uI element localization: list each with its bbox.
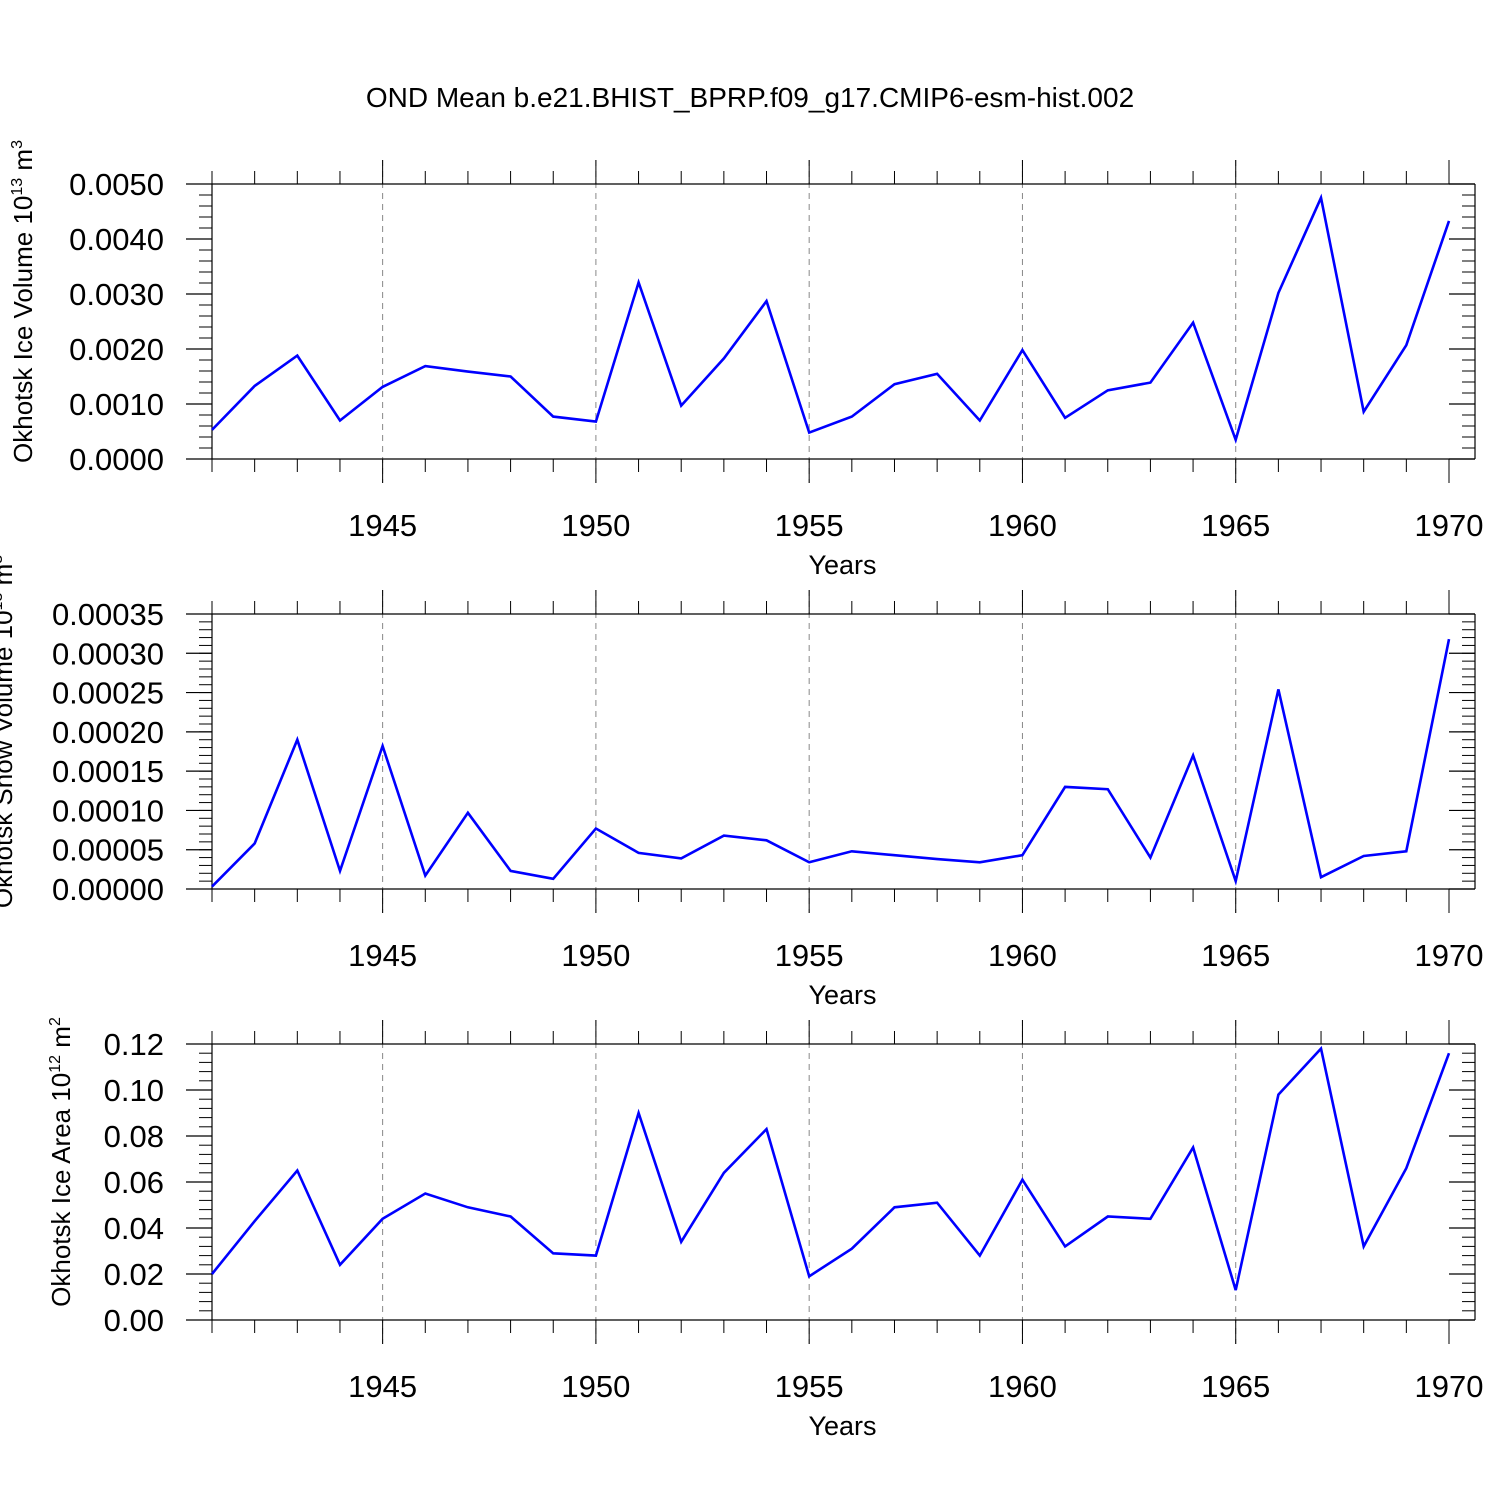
x-tick-label: 1950 [561,1369,630,1404]
y-axis-label-unit-exponent: 3 [0,555,6,564]
y-axis-label-unit-exponent: 3 [9,140,26,149]
x-tick-label: 1970 [1415,508,1484,543]
x-tick-label: 1960 [988,938,1057,973]
series-line [212,639,1449,887]
x-tick-label: 1955 [775,1369,844,1404]
x-axis-label: Years [808,550,876,580]
y-tick-label: 0.00000 [52,872,164,907]
y-tick-label: 0.04 [104,1211,164,1246]
x-tick-label: 1955 [775,508,844,543]
x-tick-label: 1960 [988,508,1057,543]
y-tick-label: 0.08 [104,1119,164,1154]
x-tick-label: 1960 [988,1369,1057,1404]
x-tick-label: 1970 [1415,938,1484,973]
x-tick-label: 1950 [561,938,630,973]
y-axis-label-exponent: 13 [9,178,26,196]
y-tick-label: 0.0000 [69,442,164,477]
y-tick-label: 0.00020 [52,715,164,750]
y-tick-label: 0.0030 [69,277,164,312]
x-tick-label: 1965 [1201,508,1270,543]
y-tick-label: 0.00005 [52,833,164,868]
y-axis-label-text: Okhotsk Snow Volume 10 [0,610,18,908]
y-axis-label-text: Okhotsk Ice Volume 10 [8,196,38,463]
x-axis-label: Years [808,1411,876,1441]
y-tick-label: 0.12 [104,1027,164,1062]
chart-panel-2: 0.00000 0.00005 0.00010 0.00015 0.00020 0.000… [0,555,1483,1010]
y-tick-label: 0.0020 [69,332,164,367]
chart-panel-1: 0.0000 0.0010 0.0020 0.0030 0.0040 0.0050 1945… [8,140,1483,580]
y-axis-label-unit: m [46,1026,76,1055]
series-line [212,1049,1449,1291]
y-tick-label: 0.00035 [52,597,164,632]
y-axis-label-unit: m [8,149,38,178]
x-tick-label: 1965 [1201,1369,1270,1404]
y-axis-label-exponent: 12 [47,1055,64,1073]
x-tick-label: 1945 [348,938,417,973]
y-axis-label-text: Okhotsk Ice Area 10 [46,1073,76,1307]
y-axis-label-unit-exponent: 2 [47,1017,64,1026]
x-tick-label: 1945 [348,1369,417,1404]
chart-panel-3: 0.00 0.02 0.04 0.06 0.08 0.10 0.12 1945 1950 1955… [46,1017,1483,1441]
y-tick-label: 0.0040 [69,222,164,257]
x-tick-label: 1950 [561,508,630,543]
x-tick-label: 1965 [1201,938,1270,973]
y-tick-label: 0.00025 [52,676,164,711]
figure-title: OND Mean b.e21.BHIST_BPRP.f09_g17.CMIP6-… [0,82,1500,114]
x-axis-label: Years [808,980,876,1010]
y-tick-label: 0.00030 [52,636,164,671]
y-tick-label: 0.06 [104,1165,164,1200]
y-tick-label: 0.0010 [69,387,164,422]
y-tick-label: 0.00010 [52,793,164,828]
y-tick-label: 0.00 [104,1303,164,1338]
y-axis-label-unit: m [0,564,18,593]
series-line [212,198,1449,440]
y-axis-label: Okhotsk Snow Volume 1013 m3 [0,555,18,908]
y-axis-label: Okhotsk Ice Volume 1013 m3 [8,140,38,463]
y-tick-label: 0.02 [104,1257,164,1292]
y-tick-label: 0.10 [104,1073,164,1108]
y-tick-label: 0.0050 [69,167,164,202]
y-tick-label: 0.00015 [52,754,164,789]
y-axis-label: Okhotsk Ice Area 1012 m2 [46,1017,76,1307]
y-axis-label-exponent: 13 [0,593,6,611]
x-tick-label: 1945 [348,508,417,543]
x-tick-label: 1955 [775,938,844,973]
x-tick-label: 1970 [1415,1369,1484,1404]
